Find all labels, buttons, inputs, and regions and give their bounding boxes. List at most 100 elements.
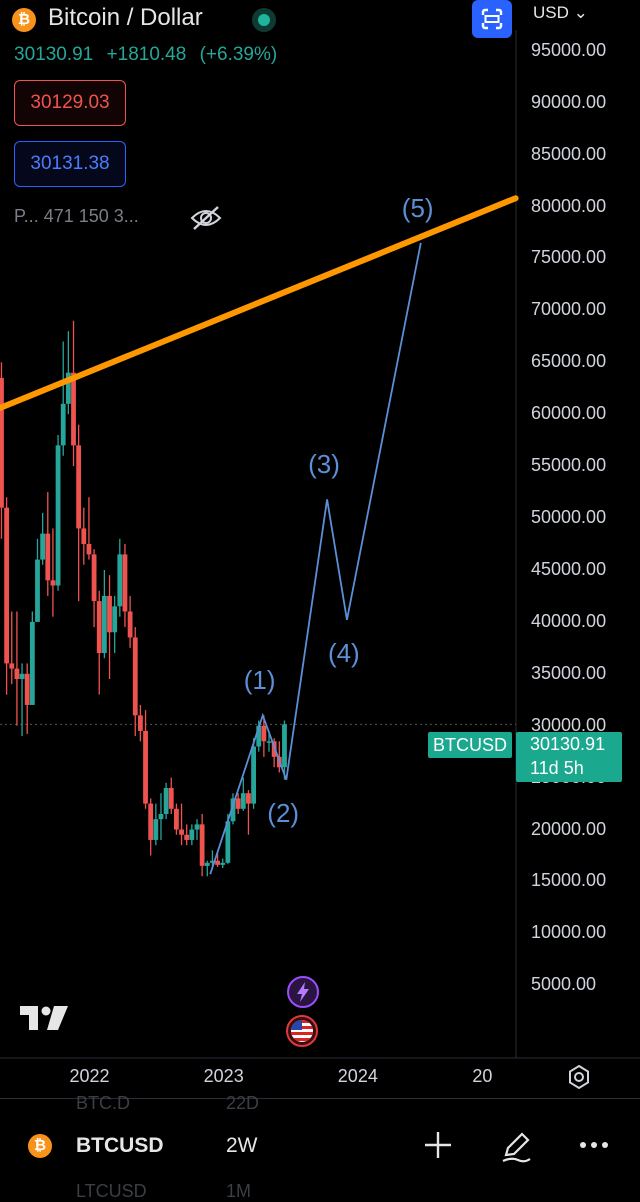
candle[interactable] xyxy=(235,798,241,809)
candle[interactable] xyxy=(246,793,251,804)
candle[interactable] xyxy=(50,580,56,586)
candle[interactable] xyxy=(86,544,92,555)
candle[interactable] xyxy=(107,595,112,633)
candle[interactable] xyxy=(251,746,256,804)
candle[interactable] xyxy=(24,673,30,705)
candle[interactable] xyxy=(40,533,46,560)
candle[interactable] xyxy=(153,819,159,840)
candle[interactable] xyxy=(71,372,76,446)
candle[interactable] xyxy=(215,860,220,865)
price-axis-label: 95000.00 xyxy=(531,39,607,60)
ghost-symbol-below: LTCUSD xyxy=(76,1181,147,1201)
symbol-search-button[interactable]: BTCUSD xyxy=(76,1134,164,1157)
candle[interactable] xyxy=(112,606,118,633)
candle[interactable] xyxy=(132,637,138,716)
currency-selector[interactable]: USD ⌄ xyxy=(533,3,588,23)
candle[interactable] xyxy=(199,824,205,866)
candle[interactable] xyxy=(168,788,174,809)
price-change-line: 30130.91 +1810.48 (+6.39%) xyxy=(14,44,285,66)
ghost-interval-above: 22D xyxy=(226,1093,260,1113)
candle[interactable] xyxy=(230,798,236,822)
candle[interactable] xyxy=(148,803,154,840)
orange-trendline[interactable] xyxy=(0,195,519,411)
candle[interactable] xyxy=(0,377,4,508)
last-price-tag-value: 30130.91 xyxy=(530,734,606,754)
last-price-tag: 30130.91 11d 5h xyxy=(516,732,622,782)
candle[interactable] xyxy=(137,715,143,731)
wave-label: (2) xyxy=(267,797,300,828)
symbol-price-tag: BTCUSD xyxy=(428,732,512,758)
symbol-title[interactable]: Bitcoin / Dollar xyxy=(48,4,203,31)
candle[interactable] xyxy=(143,730,148,804)
wave-label: (4) xyxy=(327,637,360,668)
wave-label: (3) xyxy=(308,449,340,480)
candle[interactable] xyxy=(210,860,215,863)
candle[interactable] xyxy=(76,445,82,529)
time-axis-label: 2024 xyxy=(337,1066,378,1086)
candle[interactable] xyxy=(189,829,195,840)
candle[interactable] xyxy=(4,507,10,664)
more-options-icon[interactable] xyxy=(578,1129,610,1161)
price-axis-label: 90000.00 xyxy=(531,91,607,112)
time-axis-label: 2023 xyxy=(203,1066,244,1086)
candle[interactable] xyxy=(127,611,133,638)
candle[interactable] xyxy=(55,445,61,586)
candle[interactable] xyxy=(184,834,190,840)
add-plus-icon[interactable] xyxy=(422,1129,454,1161)
candle[interactable] xyxy=(240,793,246,809)
candle[interactable] xyxy=(163,788,169,814)
interval-button[interactable]: 2W xyxy=(226,1134,258,1157)
candles-group xyxy=(0,320,287,877)
candle[interactable] xyxy=(45,533,51,581)
tradingview-logo xyxy=(20,1006,68,1030)
candle[interactable] xyxy=(65,372,71,404)
candle[interactable] xyxy=(19,673,25,679)
price-axis-label: 15000.00 xyxy=(531,870,607,891)
top-bar: ₿ Bitcoin / Dollar USD ⌄ xyxy=(0,0,640,40)
candle[interactable] xyxy=(122,554,128,612)
price-axis-label: 75000.00 xyxy=(531,247,607,268)
price-change: +1810.48 xyxy=(106,44,187,65)
elliott-wave-line[interactable] xyxy=(209,242,422,875)
fullscreen-button[interactable] xyxy=(472,0,512,38)
candle[interactable] xyxy=(179,829,184,835)
bar-countdown: 11d 5h xyxy=(530,758,584,778)
lightning-icon[interactable] xyxy=(287,976,319,1008)
candle[interactable] xyxy=(194,824,200,830)
candle[interactable] xyxy=(220,862,226,865)
candle[interactable] xyxy=(204,862,210,866)
buy-price-button[interactable]: 30131.38 xyxy=(14,141,126,187)
candle[interactable] xyxy=(117,554,123,607)
price-axis-label: 85000.00 xyxy=(531,143,607,164)
candle[interactable] xyxy=(158,813,164,820)
candle[interactable] xyxy=(81,528,87,544)
candle[interactable] xyxy=(282,724,287,768)
us-flag-icon[interactable] xyxy=(286,1015,318,1047)
currency-label: USD xyxy=(533,3,569,22)
candle[interactable] xyxy=(91,554,97,602)
candle[interactable] xyxy=(35,559,40,622)
candle[interactable] xyxy=(96,601,102,654)
candle[interactable] xyxy=(225,821,231,863)
sell-price-button[interactable]: 30129.03 xyxy=(14,80,126,126)
indicator-legend[interactable]: P... 471 150 3... xyxy=(14,206,139,226)
price-axis-label: 40000.00 xyxy=(531,610,607,631)
candle[interactable] xyxy=(9,663,15,669)
candle[interactable] xyxy=(266,741,272,743)
ghost-symbol-above: BTC.D xyxy=(76,1093,130,1113)
drawing-pencil-icon[interactable] xyxy=(498,1129,534,1165)
candle[interactable] xyxy=(14,668,20,679)
chart-settings-icon[interactable] xyxy=(566,1064,592,1090)
candle[interactable] xyxy=(261,725,267,742)
candle[interactable] xyxy=(101,595,107,654)
candle[interactable] xyxy=(256,725,262,747)
candle[interactable] xyxy=(29,621,35,705)
price-axis-label: 10000.00 xyxy=(531,922,607,943)
candle[interactable] xyxy=(174,808,179,830)
price-axis-label: 65000.00 xyxy=(531,351,607,372)
price-axis-label: 55000.00 xyxy=(531,455,607,476)
candle[interactable] xyxy=(60,403,66,446)
hide-indicator-eye-icon[interactable] xyxy=(190,204,222,232)
price-axis-label: 5000.00 xyxy=(531,974,597,995)
